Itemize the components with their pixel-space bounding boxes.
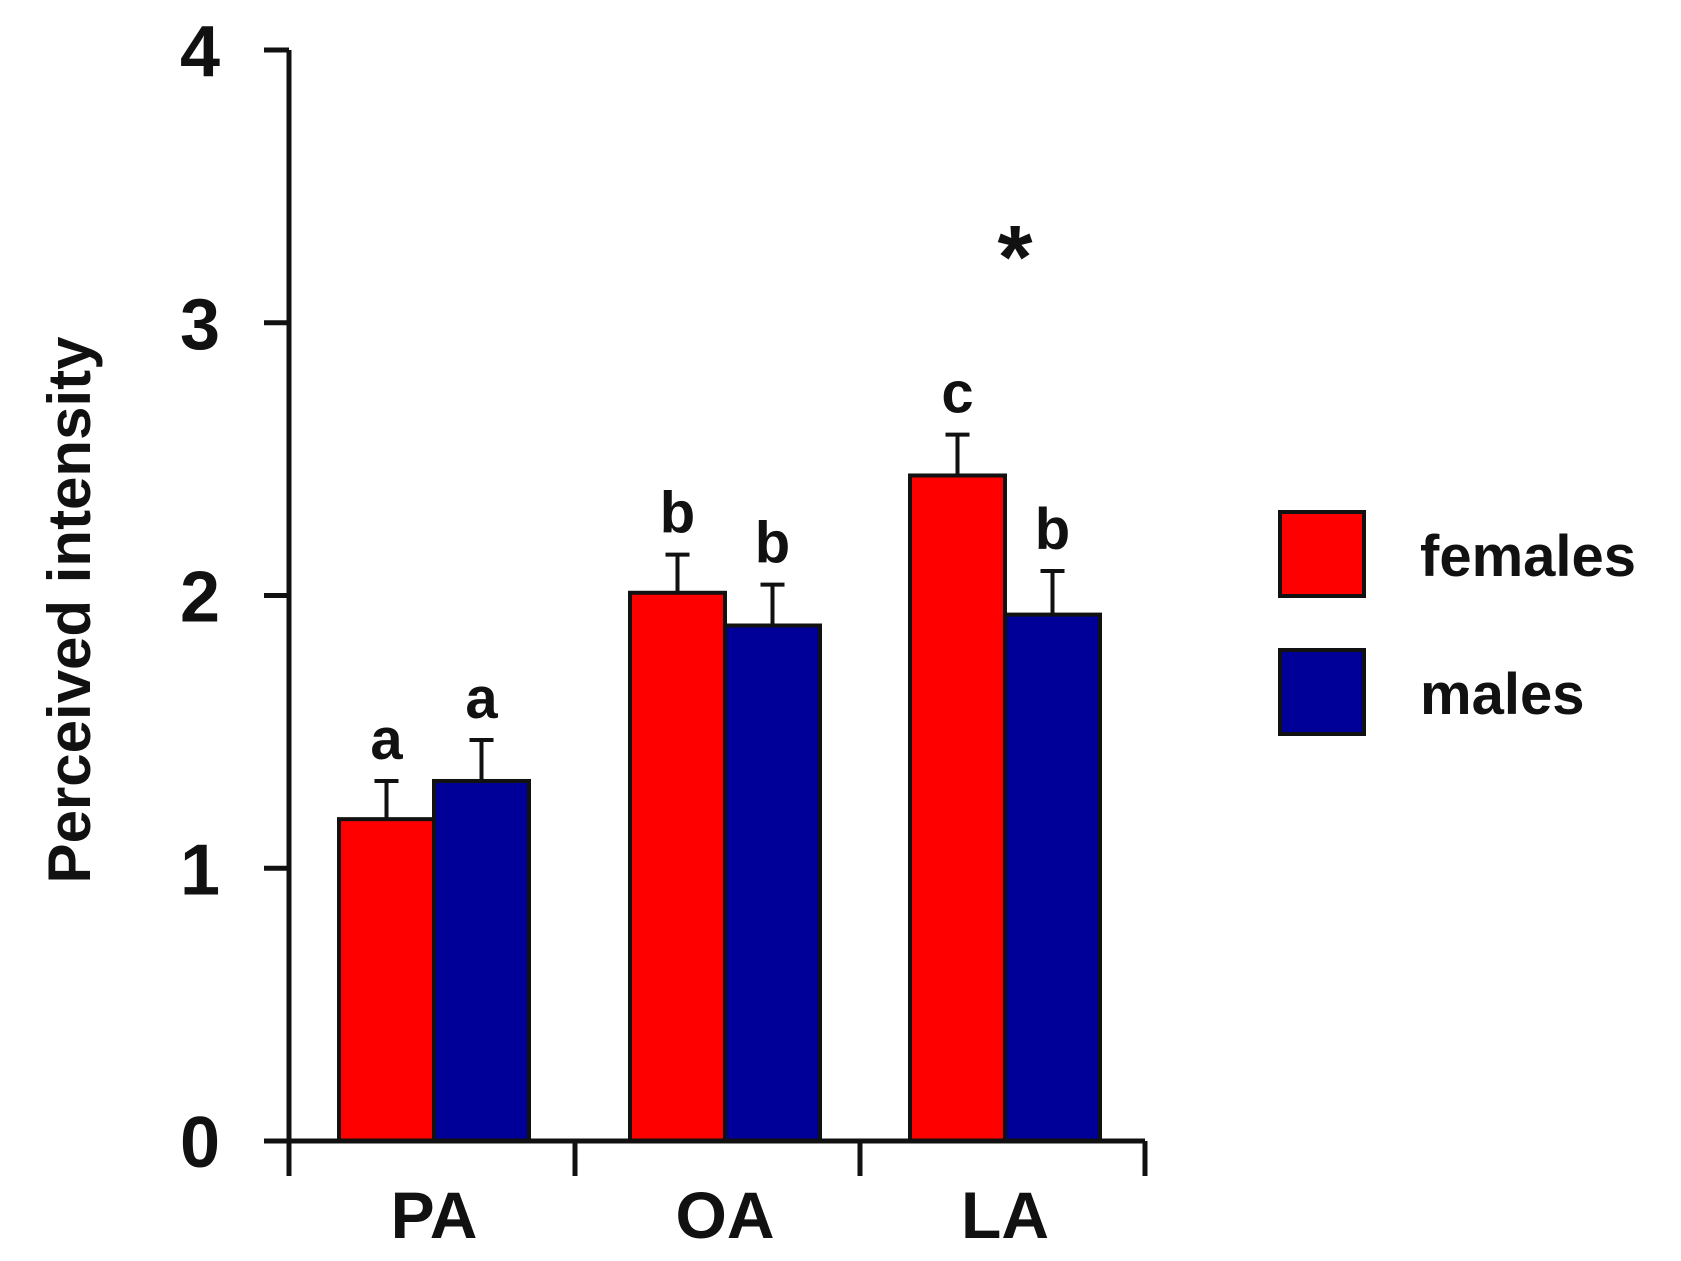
sig-letter-females-PA: a xyxy=(370,707,403,772)
bar-females-OA xyxy=(628,590,727,1143)
x-tick-label-LA: LA xyxy=(961,1178,1049,1252)
y-tick-label-2: 2 xyxy=(180,558,220,638)
x-tick-label-PA: PA xyxy=(391,1178,478,1252)
error-bars xyxy=(374,432,1065,820)
sig-letter-males-OA: b xyxy=(755,511,790,576)
legend-label-females: females xyxy=(1420,524,1636,589)
legend: females males xyxy=(1278,510,1636,736)
bar-males-PA xyxy=(432,778,531,1143)
y-axis-label: Perceived intensity xyxy=(36,336,103,884)
bar-females-LA xyxy=(908,473,1007,1143)
sig-letter-males-PA: a xyxy=(465,666,498,731)
sig-letter-males-LA: b xyxy=(1035,497,1070,562)
bar-males-LA xyxy=(1003,612,1102,1143)
significance-asterisk-LA: * xyxy=(997,208,1032,308)
x-axis-ticks: PA OA LA xyxy=(286,1141,1148,1252)
sig-letter-females-LA: c xyxy=(941,361,973,426)
significance-letters: aab bcb* xyxy=(370,208,1070,772)
bar-females-PA xyxy=(337,817,436,1144)
y-tick-label-3: 3 xyxy=(180,285,220,365)
sig-letter-females-OA: b xyxy=(660,481,695,546)
bar-males-OA xyxy=(723,623,822,1143)
y-tick-label-1: 1 xyxy=(180,830,220,910)
legend-swatch-females xyxy=(1278,510,1366,598)
y-axis-ticks: 0 1 2 3 4 xyxy=(180,12,289,1183)
x-tick-label-OA: OA xyxy=(676,1178,775,1252)
legend-label-males: males xyxy=(1420,662,1584,727)
bars xyxy=(337,473,1102,1144)
y-tick-label-4: 4 xyxy=(180,12,220,92)
legend-swatch-males xyxy=(1278,648,1366,736)
y-tick-label-0: 0 xyxy=(180,1103,220,1183)
